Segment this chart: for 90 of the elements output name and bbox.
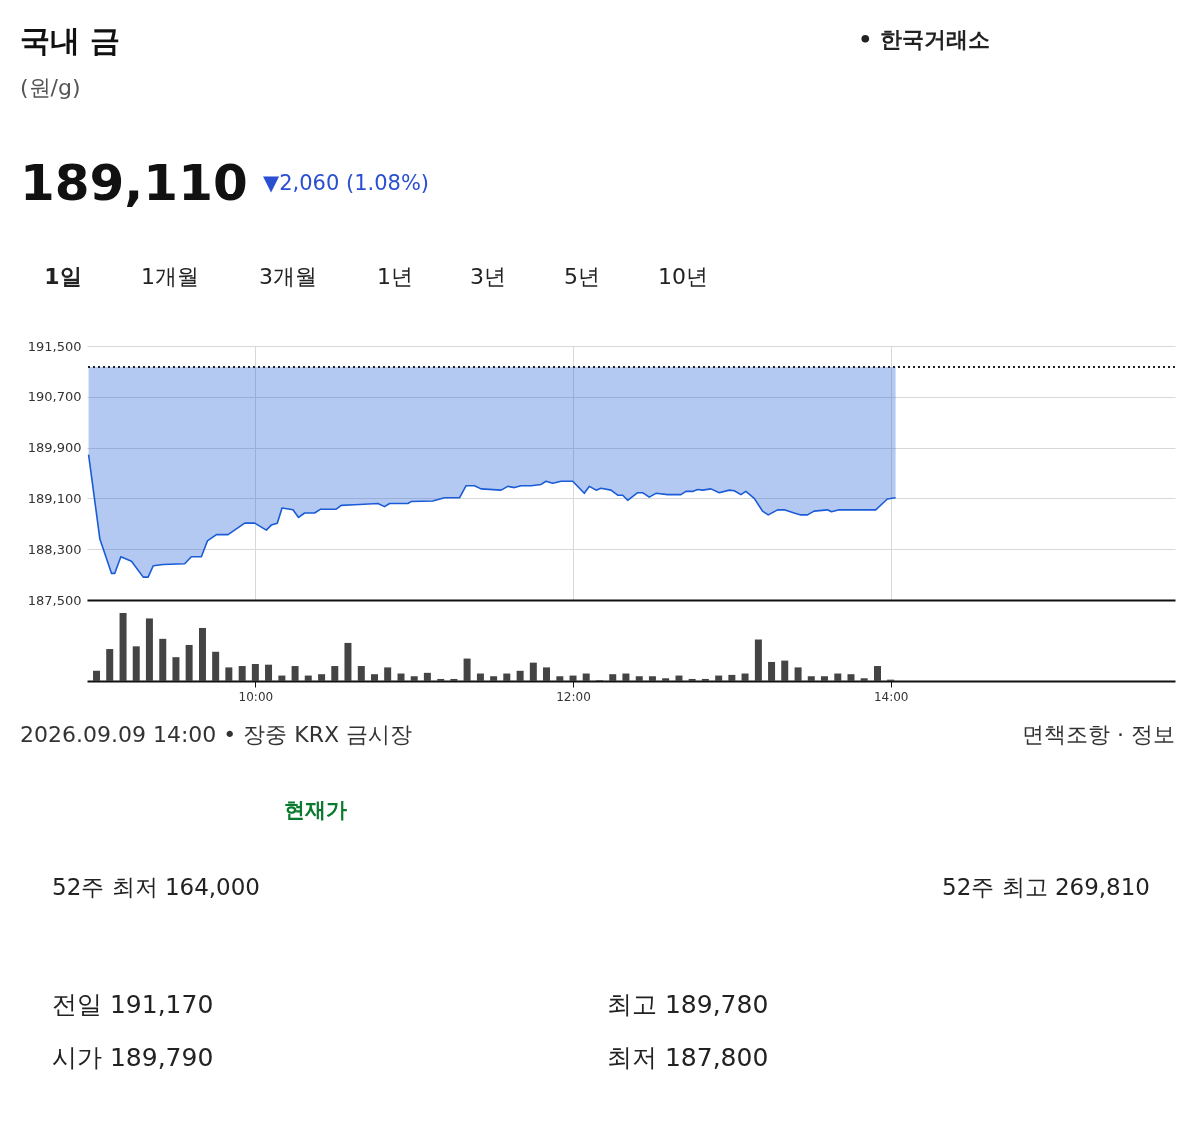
bar (635, 676, 643, 681)
y-tick-label: 189,100 (27, 490, 82, 506)
y-tick-label: 187,500 (27, 592, 82, 608)
bar (675, 675, 683, 681)
bar (529, 662, 537, 681)
text: 1일 (44, 264, 82, 289)
bar (225, 667, 233, 681)
bar (556, 676, 564, 681)
bar (437, 678, 445, 681)
bar (159, 638, 167, 681)
bar (503, 673, 511, 681)
bar (622, 673, 630, 681)
bar (516, 670, 524, 681)
bar (781, 660, 789, 681)
bar (715, 675, 723, 681)
bar (145, 618, 153, 681)
bar (304, 675, 312, 681)
text: 189,110 (20, 154, 248, 212)
bar (318, 674, 326, 681)
bar (820, 676, 828, 681)
y-tick-label: 189,900 (27, 440, 82, 456)
bar (860, 678, 868, 681)
bar (741, 673, 749, 681)
text: (원/g) (20, 75, 81, 100)
bar (648, 676, 656, 681)
bar (251, 664, 259, 681)
text: 최고 189,780 (607, 990, 769, 1019)
text: ▼2,060 (1.08%) (263, 171, 430, 195)
text: 10년 (658, 264, 708, 289)
bar (93, 670, 101, 681)
bar (265, 664, 273, 681)
bar (582, 673, 590, 681)
bar (543, 667, 550, 681)
x-tick-label: 14:00 (873, 689, 909, 704)
bar (238, 666, 246, 681)
text: 5년 (564, 264, 600, 289)
bar (701, 678, 709, 681)
bar (874, 666, 882, 681)
text: 3개월 (259, 264, 317, 289)
bar (291, 666, 299, 681)
bar (728, 674, 736, 681)
bar (185, 644, 193, 681)
bar (410, 676, 418, 681)
bar (384, 667, 392, 681)
bar (807, 676, 815, 681)
y-tick-label: 190,700 (27, 389, 82, 405)
bar (344, 642, 352, 681)
text: 국내 금 (20, 23, 121, 58)
bar (357, 666, 365, 681)
bar (569, 675, 577, 681)
bar (662, 678, 670, 681)
bar (754, 639, 762, 681)
bar (476, 673, 484, 681)
x-tick-label: 10:00 (238, 689, 274, 704)
bar (463, 658, 471, 681)
text: 2026.09.09 14:00 • 장중 KRX 금시장 (20, 722, 413, 747)
text: 시가 189,790 (52, 1043, 214, 1072)
bar (768, 661, 776, 681)
y-tick-label: 191,500 (27, 338, 82, 354)
text: • 한국거래소 (858, 27, 990, 52)
text: 3년 (470, 264, 506, 289)
text: 52주 최저 164,000 (52, 874, 260, 900)
text: 면책조항 · 정보 (1022, 722, 1175, 747)
bar (688, 678, 696, 681)
bar (794, 667, 802, 681)
bar (423, 672, 431, 681)
line-series (87, 453, 897, 578)
bar (331, 666, 339, 681)
bar (212, 651, 220, 681)
text: 전일 191,170 (52, 990, 214, 1019)
bar (278, 675, 286, 681)
text: 1년 (377, 264, 413, 289)
text: 최저 187,800 (607, 1043, 769, 1072)
bar (490, 676, 498, 681)
bar (450, 678, 458, 681)
text: 1개월 (141, 264, 199, 289)
text: 52주 최고 269,810 (942, 874, 1150, 900)
bar (132, 646, 140, 681)
bar (119, 613, 127, 681)
bar (609, 674, 617, 681)
text: 현재가 (283, 798, 347, 822)
bar (370, 674, 378, 681)
bar (397, 673, 405, 681)
y-tick-label: 188,300 (27, 541, 82, 557)
bar (198, 627, 206, 681)
x-tick-label: 12:00 (556, 689, 591, 704)
bar (834, 673, 842, 681)
bar (106, 649, 114, 681)
bar (172, 657, 180, 681)
bar (847, 674, 855, 681)
